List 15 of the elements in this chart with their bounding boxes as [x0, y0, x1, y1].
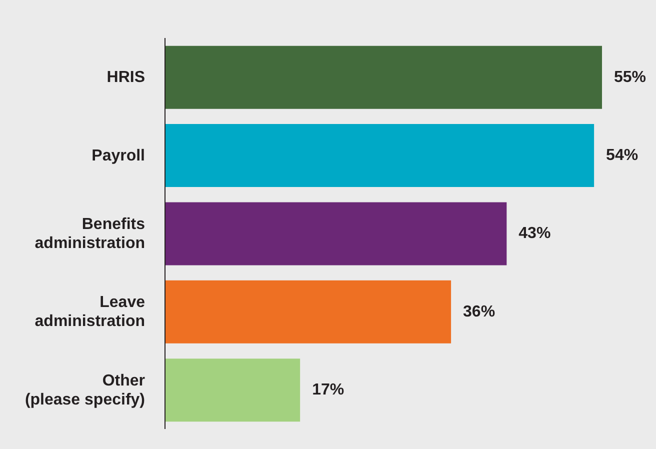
data-label: 54% [606, 147, 638, 164]
y-tick-label: Leave administration [34, 294, 146, 330]
data-label: 36% [463, 303, 496, 320]
y-tick-label: Benefits administration [34, 216, 146, 252]
bar [165, 358, 300, 422]
bar [165, 280, 452, 344]
data-label: 43% [518, 225, 551, 242]
data-label: 17% [312, 382, 344, 399]
y-tick-label: HRIS [106, 68, 146, 86]
data-label: 55% [614, 68, 646, 86]
bar [165, 202, 507, 266]
y-tick-label: Other (please specify) [24, 372, 145, 408]
bar [165, 46, 602, 109]
y-tick-label: Payroll [92, 146, 145, 164]
bar [165, 124, 594, 188]
